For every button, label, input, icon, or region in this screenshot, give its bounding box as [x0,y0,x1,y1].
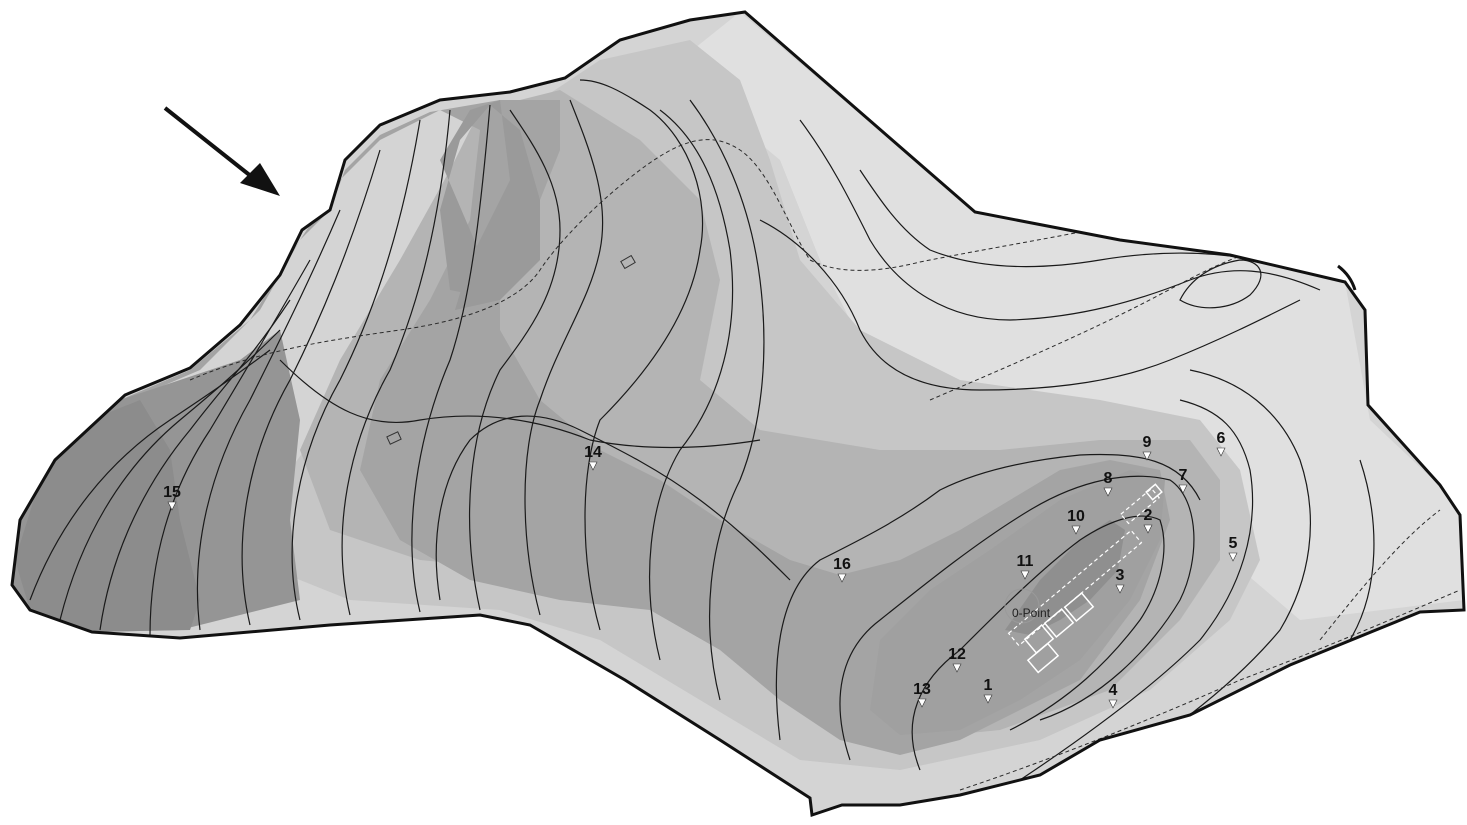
survey-point-5: 5 [1228,535,1238,562]
contour-line [196,209,341,631]
trail-path [1319,509,1441,641]
contour-line [839,475,1195,761]
contour-line [341,109,451,616]
contour-line [435,415,791,601]
contour-line [759,219,1301,391]
contour-line [775,453,1201,741]
contour-line [279,359,761,449]
structures [386,254,1163,674]
marker-triangle-icon [1142,451,1152,461]
band-high-east [680,12,1464,620]
contour-line [524,99,604,616]
survey-point-12: 12 [948,646,966,673]
trail-path [929,249,1261,401]
marker-triangle-icon [167,501,177,511]
marker-triangle-icon [917,698,927,708]
marker-triangle-icon [952,663,962,673]
building-small [620,254,636,270]
marker-triangle-icon [1143,524,1153,534]
marker-triangle-icon [1115,584,1125,594]
survey-point-1: 1 [983,677,993,704]
contour-line [411,104,491,613]
building-small [386,431,402,445]
direction-arrow-icon [163,106,280,196]
survey-point-label: 9 [1143,434,1152,451]
band-ridge-west [440,100,540,310]
reference-point-label: 0-Point [1012,606,1051,620]
survey-point-label: 7 [1179,467,1188,484]
survey-point-14: 14 [584,444,602,471]
survey-point-16: 16 [833,556,851,583]
marker-triangle-icon [588,461,598,471]
survey-point-6: 6 [1216,430,1226,457]
marker-triangle-icon [1228,552,1238,562]
marker-triangle-icon [983,694,993,704]
marker-triangle-icon [1071,525,1081,535]
survey-point-7: 7 [1178,467,1188,494]
survey-point-label: 3 [1116,567,1125,584]
survey-point-label: 8 [1104,470,1113,487]
survey-point-4: 4 [1108,682,1118,709]
contour-line [1019,399,1254,781]
marker-triangle-icon [1178,484,1188,494]
survey-point-label: 5 [1229,535,1238,552]
map-outline [10,10,1466,818]
survey-point-label: 16 [833,556,851,573]
survey-point-3: 3 [1115,567,1125,594]
survey-point-8: 8 [1103,470,1113,497]
survey-point-label: 1 [984,677,993,694]
survey-point-10: 10 [1067,508,1085,535]
survey-point-label: 4 [1109,682,1118,699]
band-valley-2 [1005,520,1125,635]
contour-line [99,299,291,631]
survey-point-label: 11 [1017,553,1034,570]
marker-triangle-icon [1103,487,1113,497]
contour-line [469,109,561,611]
marker-triangle-icon [1020,570,1030,580]
contour-line [859,169,1281,268]
survey-point-11: 11 [1017,553,1034,580]
survey-point-label: 12 [948,646,966,663]
survey-point-9: 9 [1142,434,1152,461]
contour-line [911,515,1165,771]
band-4 [15,100,1170,755]
contour-line [291,119,421,621]
survey-point-15: 15 [163,484,181,511]
survey-point-label: 2 [1144,507,1153,524]
trails [189,139,1461,791]
contour-line [579,79,704,631]
contour-line [149,259,311,636]
reference-point-circle [1004,588,1040,624]
outline-tick [1337,264,1357,291]
contour-line [1179,259,1262,309]
survey-point-label: 15 [163,484,181,501]
contour-line [649,109,734,661]
survey-point-2: 2 [1143,507,1153,534]
survey-point-label: 6 [1217,430,1226,447]
contour-line [241,149,381,626]
survey-point-label: 10 [1067,508,1085,525]
band-6 [15,400,200,632]
contour-line [689,99,765,701]
survey-point-13: 13 [913,681,931,708]
marker-triangle-icon [1108,699,1118,709]
survey-point-label: 13 [913,681,931,698]
survey-point-label: 14 [584,444,602,461]
building-small [1145,483,1163,501]
trail-path [189,139,1081,381]
contour-line [799,119,1321,321]
marker-triangle-icon [837,573,847,583]
marker-triangle-icon [1216,447,1226,457]
trail-path [959,589,1461,791]
